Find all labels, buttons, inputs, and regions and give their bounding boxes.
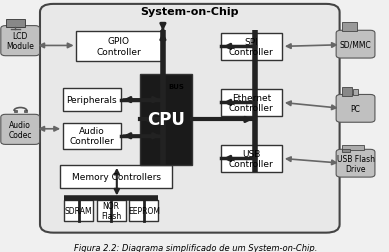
Bar (64, 200, 93, 221)
Text: Audio
Controller: Audio Controller (70, 127, 114, 146)
Bar (63, 123, 121, 149)
Bar (342, 23, 357, 32)
Text: SDRAM: SDRAM (65, 206, 93, 215)
FancyBboxPatch shape (1, 115, 40, 145)
Text: BUS: BUS (168, 83, 184, 89)
Text: GPIO
Controller: GPIO Controller (96, 37, 141, 56)
Bar (14, 111, 17, 113)
Text: SD/MMC: SD/MMC (340, 41, 371, 49)
Bar (130, 200, 158, 221)
Bar (60, 165, 172, 188)
FancyBboxPatch shape (336, 95, 375, 123)
Bar (6, 20, 25, 27)
Bar (221, 90, 282, 116)
Text: PC: PC (350, 104, 361, 113)
Bar (342, 150, 350, 152)
Text: CPU: CPU (147, 111, 185, 129)
Text: Audio
Codec: Audio Codec (9, 120, 32, 140)
FancyBboxPatch shape (336, 150, 375, 177)
Bar (24, 111, 27, 113)
Text: Ethernet
Controller: Ethernet Controller (229, 93, 273, 113)
FancyBboxPatch shape (336, 31, 375, 59)
Text: Peripherals: Peripherals (67, 96, 117, 105)
FancyBboxPatch shape (1, 26, 40, 56)
Bar (342, 88, 352, 96)
Text: EEPROM: EEPROM (128, 206, 160, 215)
Text: USB
Controller: USB Controller (229, 149, 273, 169)
Text: USB Flash
Drive: USB Flash Drive (336, 154, 375, 173)
Bar (77, 32, 161, 62)
Bar (221, 34, 282, 61)
Text: Memory Controllers: Memory Controllers (72, 172, 161, 181)
Text: Figura 2.2: Diagrama simplificado de um System-on-Chip.: Figura 2.2: Diagrama simplificado de um … (74, 243, 317, 252)
Text: NOR
Flash: NOR Flash (101, 201, 121, 220)
Text: System-on-Chip: System-on-Chip (140, 7, 239, 17)
Text: SPI
Controller: SPI Controller (229, 38, 273, 57)
FancyBboxPatch shape (40, 5, 340, 233)
Bar (221, 146, 282, 172)
Bar (140, 75, 192, 165)
Text: LCD
Module: LCD Module (6, 32, 34, 51)
Bar (342, 145, 364, 150)
Bar (97, 200, 126, 221)
Bar (353, 89, 358, 95)
Bar (63, 88, 121, 112)
